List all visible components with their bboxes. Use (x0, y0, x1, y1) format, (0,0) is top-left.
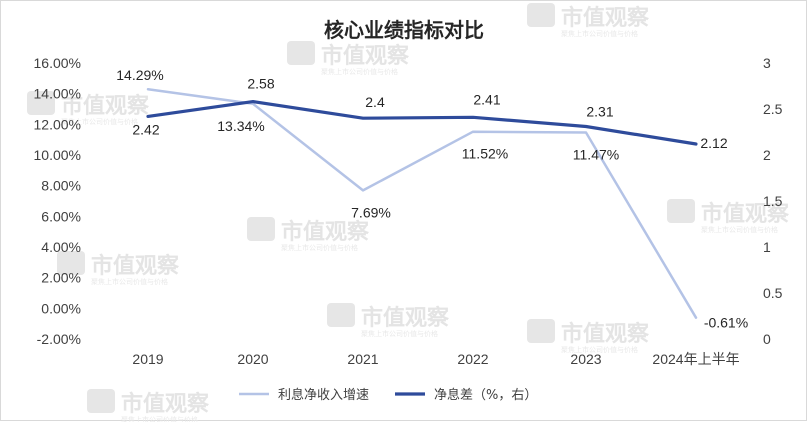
left-axis-tick-label: 8.00% (41, 178, 81, 194)
right-y-axis: 3 2.5 2 1.5 1 0.5 0 (763, 55, 783, 347)
right-axis-tick-label: 3 (763, 55, 771, 71)
legend-label: 净息差（%，右） (434, 387, 537, 403)
data-label: 11.52% (462, 146, 508, 162)
data-label: 2.42 (132, 121, 159, 137)
left-axis-tick-label: 6.00% (41, 208, 81, 224)
left-axis-tick-label: -2.00% (37, 331, 81, 347)
watermark-logo-icon (667, 199, 695, 223)
right-axis-tick-label: 2 (763, 147, 771, 163)
watermark-text: 市值观察 (561, 5, 650, 31)
legend-label: 利息净收入增速 (278, 387, 369, 403)
x-axis: 2019 2020 2021 2022 2023 2024年上半年 (132, 351, 739, 367)
right-axis-tick-label: 0 (763, 331, 771, 347)
watermark-text: 市值观察 (361, 305, 450, 331)
watermark-subtext: 聚焦上市公司价值与价格 (561, 345, 638, 354)
watermark-logo-icon (87, 389, 115, 413)
series-layer: 14.29% 13.34% 7.69% 11.52% 11.47% -0.61% 2.42 2… (116, 67, 748, 330)
x-axis-tick-label: 2022 (457, 351, 488, 367)
x-axis-tick-label: 2023 (570, 351, 601, 367)
data-label: -0.61% (704, 315, 748, 331)
data-label: 13.34% (217, 118, 264, 134)
left-axis-tick-label: 10.00% (34, 147, 81, 163)
data-label: 2.4 (365, 94, 385, 110)
watermark-text: 市值观察 (321, 43, 410, 69)
data-label: 11.47% (573, 146, 619, 162)
left-axis-tick-label: 14.00% (34, 86, 81, 102)
watermark-subtext: 聚焦上市公司价值与价格 (61, 117, 138, 126)
right-axis-tick-label: 1 (763, 239, 771, 255)
left-axis-tick-label: 4.00% (41, 239, 81, 255)
x-axis-tick-label: 2024年上半年 (652, 351, 739, 367)
watermark-subtext: 聚焦上市公司价值与价格 (701, 225, 778, 234)
watermark-text: 市值观察 (701, 201, 790, 227)
x-axis-tick-label: 2019 (132, 351, 163, 367)
legend: 利息净收入增速 净息差（%，右） (239, 387, 537, 403)
watermark-logo-icon (247, 217, 275, 241)
data-label: 7.69% (351, 204, 391, 220)
data-label: 2.31 (586, 103, 613, 119)
data-label: 14.29% (116, 67, 163, 83)
left-y-axis: 16.00% 14.00% 12.00% 10.00% 8.00% 6.00% 4.00% 2… (34, 55, 81, 347)
series-line-interest-income-growth (146, 87, 698, 319)
data-label: 2.58 (247, 76, 274, 92)
chart-title: 核心业绩指标对比 (324, 18, 484, 42)
left-axis-tick-label: 16.00% (34, 55, 81, 71)
watermark-text: 市值观察 (561, 321, 650, 347)
left-axis-tick-label: 2.00% (41, 270, 81, 286)
series-line-net-interest-margin (146, 99, 698, 146)
watermark-logo-icon (527, 3, 555, 27)
watermark-subtext: 聚焦上市公司价值与价格 (321, 67, 398, 76)
data-label: 2.12 (700, 135, 727, 151)
data-label: 2.41 (473, 91, 500, 107)
watermark-subtext: 聚焦上市公司价值与价格 (91, 277, 168, 286)
left-axis-tick-label: 12.00% (34, 116, 81, 132)
watermark-subtext: 聚焦上市公司价值与价格 (121, 415, 198, 422)
watermark-subtext: 聚焦上市公司价值与价格 (281, 243, 358, 252)
x-axis-tick-label: 2021 (347, 351, 378, 367)
watermark-text: 市值观察 (91, 253, 180, 279)
watermark-logo-icon (57, 251, 85, 275)
watermark-logo-icon (327, 303, 355, 327)
watermark-text: 市值观察 (61, 93, 150, 119)
watermark-text: 市值观察 (121, 391, 210, 417)
right-axis-tick-label: 0.5 (763, 285, 783, 301)
watermark-logo-icon (27, 91, 55, 115)
left-axis-tick-label: 0.00% (41, 300, 81, 316)
right-axis-tick-label: 2.5 (763, 101, 783, 117)
x-axis-tick-label: 2020 (237, 351, 268, 367)
watermark-subtext: 聚焦上市公司价值与价格 (361, 329, 438, 338)
right-axis-tick-label: 1.5 (763, 193, 783, 209)
watermark-logo-icon (287, 41, 315, 65)
watermark-text: 市值观察 (281, 219, 370, 245)
watermark-layer: 市值观察聚焦上市公司价值与价格市值观察聚焦上市公司价值与价格市值观察聚焦上市公司… (27, 3, 790, 422)
watermark-subtext: 聚焦上市公司价值与价格 (561, 29, 638, 38)
watermark-logo-icon (527, 319, 555, 343)
